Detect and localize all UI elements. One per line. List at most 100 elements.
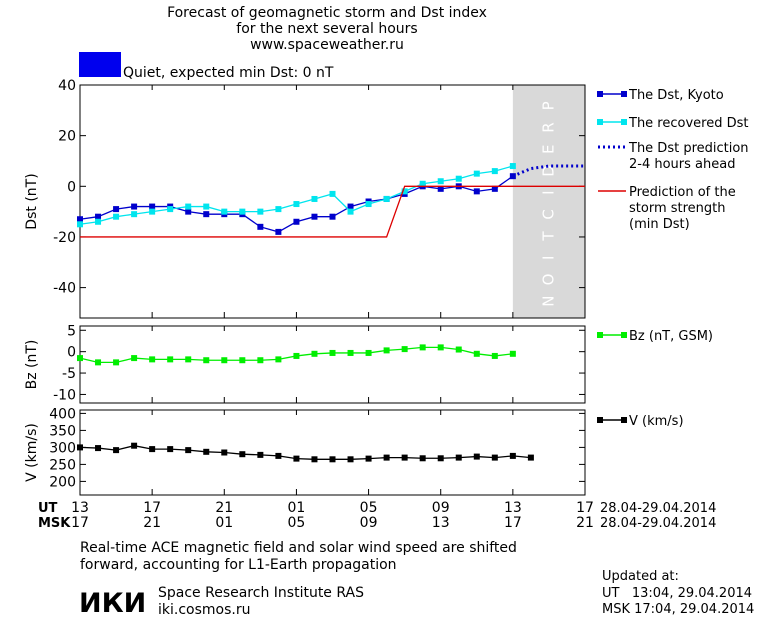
- legend-marker: [597, 119, 603, 125]
- data-point-recovered: [491, 168, 498, 175]
- updated-msk: MSK 17:04, 29.04.2014: [602, 602, 754, 617]
- footer-note-line2: forward, accounting for L1-Earth propaga…: [80, 557, 397, 573]
- data-point-recovered: [221, 208, 228, 215]
- data-point-kyoto: [113, 206, 120, 213]
- legend-marker: [597, 91, 603, 97]
- panel-frame: [79, 409, 586, 496]
- data-point-v: [473, 453, 480, 460]
- prediction-label-letter: P: [539, 101, 557, 110]
- data-point-recovered: [203, 203, 210, 210]
- data-point-bz: [239, 357, 246, 364]
- y-tick-label: 400: [49, 406, 76, 422]
- legend-label-kyoto: The Dst, Kyoto: [628, 88, 724, 103]
- y-tick-label: 0: [67, 345, 76, 361]
- series-line-recovered: [79, 165, 514, 225]
- data-point-bz: [185, 356, 192, 363]
- legend-marker: [597, 332, 603, 338]
- data-point-recovered: [275, 206, 282, 213]
- data-point-recovered: [437, 178, 444, 185]
- x-tick-label-msk: 21: [576, 515, 594, 531]
- series-line-prediction: [512, 164, 585, 178]
- data-point-v: [491, 454, 498, 461]
- data-point-v: [149, 446, 156, 453]
- data-point-bz: [293, 352, 300, 359]
- legend-label-prediction: 2-4 hours ahead: [629, 157, 735, 172]
- data-point-kyoto: [491, 185, 498, 192]
- data-point-recovered: [149, 208, 156, 215]
- data-point-recovered: [365, 201, 372, 208]
- data-point-kyoto: [329, 213, 336, 220]
- data-point-bz: [365, 349, 372, 356]
- y-tick-label: -5: [62, 366, 76, 382]
- x-tick-label-ut: 13: [71, 500, 89, 516]
- y-tick-label: 0: [67, 179, 76, 195]
- data-point-recovered: [419, 180, 426, 187]
- x-tick-label-msk: 17: [504, 515, 522, 531]
- data-point-bz: [455, 346, 462, 353]
- x-tick-label-ut: 17: [576, 500, 594, 516]
- prediction-label-letter: N: [539, 296, 557, 307]
- data-point-kyoto: [203, 211, 210, 218]
- panel-frame: [79, 325, 586, 404]
- data-point-kyoto: [149, 203, 156, 210]
- x-tick-label-msk: 21: [143, 515, 161, 531]
- data-point-kyoto: [293, 218, 300, 225]
- data-point-recovered: [185, 203, 192, 210]
- legend-label-v: V (km/s): [629, 414, 684, 429]
- time-axis-labels: UTMSK1317172121010105050909131317172128.…: [38, 500, 716, 531]
- data-point-kyoto: [275, 228, 282, 235]
- data-point-v: [419, 455, 426, 462]
- data-point-v: [293, 455, 300, 462]
- data-point-bz: [257, 357, 264, 364]
- data-point-bz: [311, 350, 318, 357]
- data-point-recovered: [401, 188, 408, 195]
- dst-panel: P R E D I C T I ON 40 20 0 -20 -40 Dst (nT) The Dst, Ky…: [24, 78, 749, 319]
- prediction-label-letter: T: [539, 231, 557, 242]
- data-point-kyoto: [473, 188, 480, 195]
- y-tick-label: -10: [53, 387, 76, 403]
- y-tick-label: 250: [49, 457, 76, 473]
- y-tick-label: 5: [67, 323, 76, 339]
- prediction-label-letter: R: [539, 122, 557, 132]
- status-text: Quiet, expected min Dst: 0 nT: [123, 65, 334, 81]
- panel-frame: [79, 84, 586, 319]
- y-axis-label: Bz (nT): [24, 340, 40, 390]
- data-point-v: [77, 444, 83, 451]
- series-line-v: [79, 445, 531, 460]
- bz-panel: 5 0 -5 -10 Bz (nT) Bz (nT, GSM): [24, 323, 713, 404]
- data-point-bz: [95, 359, 102, 366]
- data-point-v: [167, 446, 174, 453]
- data-point-bz: [167, 356, 174, 363]
- data-point-v: [311, 456, 318, 463]
- x-tick-label-ut: 05: [360, 500, 378, 516]
- data-point-v: [329, 456, 336, 463]
- data-point-kyoto: [347, 203, 354, 210]
- data-point-bz: [347, 349, 354, 356]
- data-point-bz: [329, 349, 336, 356]
- footer-note-line1: Real-time ACE magnetic field and solar w…: [80, 540, 517, 556]
- data-point-bz: [473, 350, 480, 357]
- legend-label-prediction: The Dst prediction: [628, 141, 749, 156]
- legend-marker: [621, 119, 627, 125]
- data-point-recovered: [239, 208, 246, 215]
- data-point-v: [365, 455, 372, 462]
- x-tick-label-msk: 13: [432, 515, 450, 531]
- data-point-bz: [401, 346, 408, 353]
- data-point-kyoto: [95, 213, 102, 220]
- data-point-v: [239, 451, 246, 458]
- data-point-recovered: [167, 206, 174, 213]
- institute-site[interactable]: iki.cosmos.ru: [158, 602, 250, 618]
- data-point-v: [95, 445, 102, 452]
- data-point-bz: [113, 359, 120, 366]
- data-point-bz: [437, 344, 444, 351]
- x-tick-label-msk: 09: [360, 515, 378, 531]
- data-point-v: [347, 456, 354, 463]
- data-point-recovered: [95, 218, 102, 225]
- institute-name[interactable]: Space Research Institute RAS: [158, 585, 364, 601]
- chart-title-line2: for the next several hours: [236, 21, 417, 37]
- legend-label-bz: Bz (nT, GSM): [629, 329, 713, 344]
- msk-label: MSK: [38, 516, 71, 531]
- data-point-kyoto: [257, 223, 264, 230]
- data-point-recovered: [77, 221, 83, 228]
